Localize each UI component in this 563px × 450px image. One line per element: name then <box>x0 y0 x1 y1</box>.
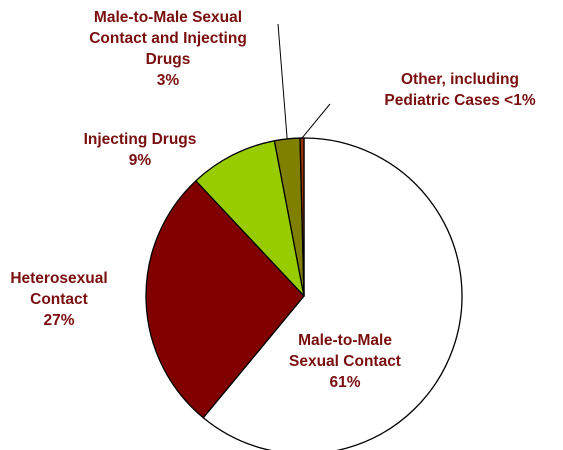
label-other: Other, including Pediatric Cases <1% <box>360 69 560 111</box>
label-line: Contact and Injecting <box>89 30 247 47</box>
slice-heterosexual <box>145 180 305 419</box>
label-line: Injecting Drugs <box>83 131 197 148</box>
label-male-to-male: Male-to-Male Sexual Contact 61% <box>270 330 420 393</box>
slice-male-to-male <box>202 137 463 450</box>
label-line: Pediatric Cases <1% <box>384 92 536 109</box>
label-percent: 27% <box>43 312 75 329</box>
label-heterosexual: Heterosexual Contact 27% <box>0 268 118 331</box>
label-percent: 61% <box>329 374 361 391</box>
label-line: Drugs <box>145 51 191 68</box>
slice-injecting-drugs <box>195 140 305 297</box>
label-line: Heterosexual <box>10 270 108 287</box>
leader-line-other <box>301 103 331 139</box>
label-line: Contact <box>30 291 88 308</box>
leader-line-msm-and-injecting <box>277 23 288 139</box>
label-injecting-drugs: Injecting Drugs 9% <box>60 129 220 171</box>
label-msm-and-injecting: Male-to-Male Sexual Contact and Injectin… <box>68 7 268 91</box>
label-percent: 9% <box>128 152 152 169</box>
label-line: Sexual Contact <box>289 353 401 370</box>
label-percent: 3% <box>156 72 180 89</box>
label-line: Other, including <box>401 71 519 88</box>
label-line: Male-to-Male <box>298 332 392 349</box>
label-line: Male-to-Male Sexual <box>93 9 243 26</box>
